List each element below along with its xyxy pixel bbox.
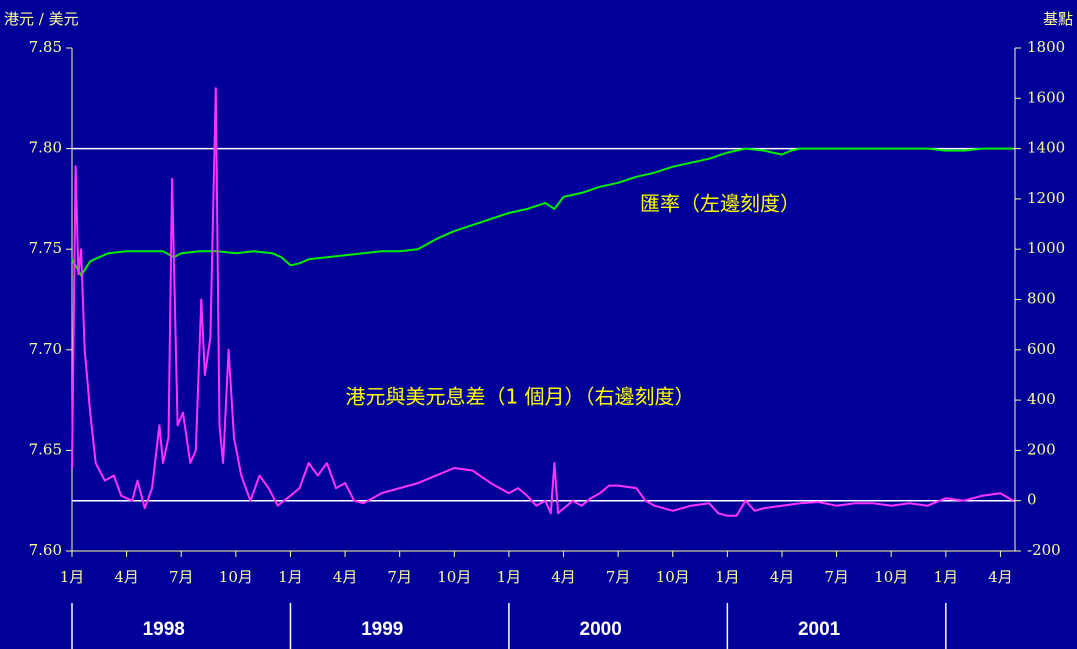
x-tick-label: 1月 <box>497 568 522 586</box>
x-tick-label: 10月 <box>219 568 253 586</box>
year-label: 2000 <box>580 619 622 640</box>
series-line <box>71 87 1014 517</box>
x-tick-label: 4月 <box>988 568 1013 586</box>
year-label: 1998 <box>143 619 185 640</box>
x-tick-label: 4月 <box>551 568 576 586</box>
series-line <box>71 147 1014 277</box>
y2-tick-label: 1400 <box>1027 139 1065 157</box>
y2-tick-label: 200 <box>1027 440 1056 458</box>
y2-tick-label: 1000 <box>1027 239 1065 257</box>
y-tick-label: 7.65 <box>29 440 62 458</box>
x-tick-label: 7月 <box>169 568 194 586</box>
year-label: 1999 <box>361 619 403 640</box>
x-tick-label: 10月 <box>437 568 471 586</box>
x-tick-label: 4月 <box>114 568 139 586</box>
x-tick-label: 4月 <box>770 568 795 586</box>
series-annotation: 港元與美元息差（1 個月）（右邊刻度） <box>345 385 694 409</box>
y-tick-label: 7.85 <box>29 38 62 56</box>
y-tick-label: 7.80 <box>29 139 62 157</box>
y2-tick-label: 1600 <box>1027 88 1065 106</box>
y-tick-label: 7.75 <box>29 239 62 257</box>
x-tick-label: 1月 <box>715 568 740 586</box>
y2-tick-label: 0 <box>1027 491 1037 509</box>
x-tick-label: 1月 <box>278 568 303 586</box>
x-tick-label: 10月 <box>656 568 690 586</box>
y-tick-label: 7.60 <box>29 541 62 559</box>
y-tick-label: 7.70 <box>29 340 62 358</box>
y2-tick-label: 600 <box>1027 340 1056 358</box>
year-label: 2001 <box>798 619 841 640</box>
x-tick-label: 7月 <box>824 568 849 586</box>
x-tick-label: 4月 <box>333 568 358 586</box>
y2-tick-label: 1800 <box>1027 38 1065 56</box>
x-tick-label: 7月 <box>387 568 412 586</box>
y2-tick-label: 400 <box>1027 390 1056 408</box>
y2-tick-label: -200 <box>1027 541 1061 559</box>
y2-tick-label: 800 <box>1027 290 1056 308</box>
x-tick-label: 1月 <box>60 568 85 586</box>
x-tick-label: 1月 <box>934 568 959 586</box>
x-tick-label: 7月 <box>606 568 631 586</box>
y2-axis-title: 基點 <box>1043 10 1073 28</box>
series-annotation: 匯率（左邊刻度） <box>640 192 800 216</box>
y-axis-title: 港元 / 美元 <box>4 10 79 28</box>
y2-tick-label: 1200 <box>1027 189 1065 207</box>
x-tick-label: 10月 <box>874 568 908 586</box>
